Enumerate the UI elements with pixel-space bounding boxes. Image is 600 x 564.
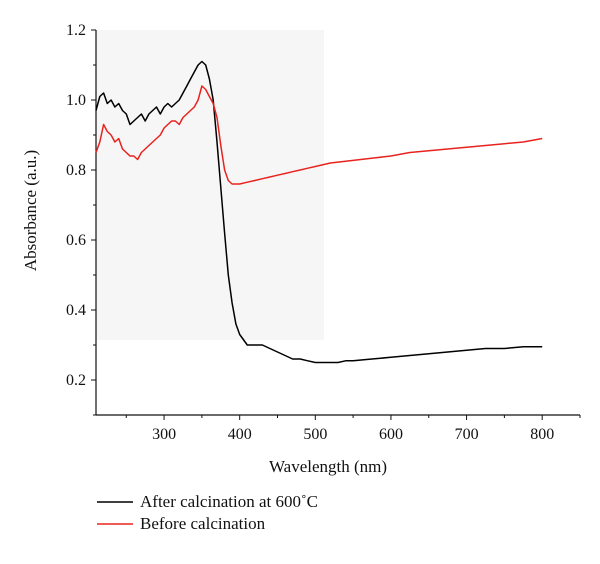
x-tick-label: 400	[228, 426, 252, 443]
series-layer	[95, 60, 543, 364]
x-tick-label: 300	[152, 426, 176, 443]
y-tick-label: 0.8	[66, 162, 86, 179]
legend-label: Before calcination	[140, 514, 266, 533]
y-axis-title: Absorbance (a.u.)	[21, 150, 40, 271]
x-tick-label: 500	[303, 426, 327, 443]
y-tick-label: 1.2	[66, 22, 86, 39]
legend-label: After calcination at 600˚C	[140, 492, 318, 511]
plot-shading	[96, 30, 324, 340]
x-tick-label: 700	[455, 426, 479, 443]
y-tick-label: 0.2	[66, 372, 86, 389]
legend: After calcination at 600˚C Before calcina…	[97, 492, 318, 533]
x-tick-label: 600	[379, 426, 403, 443]
x-tick-label: 800	[530, 426, 554, 443]
y-tick-label: 1.0	[66, 92, 86, 109]
axes: 300 400 500 600 700 800 0.2 0.4 0.6 0.8 1.0 1.2 Wave…	[21, 22, 581, 476]
series-line-before-calcination	[95, 85, 543, 185]
x-axis-title: Wavelength (nm)	[269, 457, 387, 476]
y-tick-label: 0.6	[66, 232, 86, 249]
series-line-after-calcination	[95, 60, 543, 364]
y-tick-label: 0.4	[66, 302, 86, 319]
